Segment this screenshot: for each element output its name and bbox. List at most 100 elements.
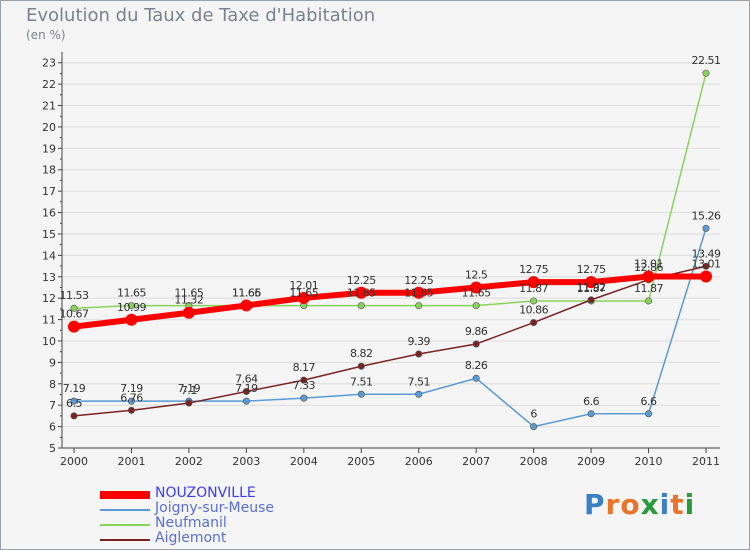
x-tick-label: 2001 (117, 455, 145, 468)
data-point (127, 302, 135, 310)
data-point (702, 224, 710, 232)
x-tick-label: 2002 (175, 455, 203, 468)
data-label: 6 (530, 408, 537, 421)
data-label: 12.25 (404, 274, 433, 287)
y-tick-label: 7 (49, 399, 56, 412)
data-point (527, 276, 540, 289)
data-label: 7.33 (293, 379, 316, 392)
data-label: 9.39 (407, 335, 430, 348)
data-label: 15.26 (692, 209, 721, 222)
data-label: 8.26 (465, 359, 488, 372)
data-label: 7.51 (407, 375, 430, 388)
data-point (642, 270, 655, 283)
data-point (702, 69, 710, 77)
data-label: 8.82 (350, 347, 373, 360)
legend-swatch (100, 524, 150, 526)
y-tick-label: 23 (42, 57, 56, 70)
data-point (472, 302, 480, 310)
data-point (357, 302, 365, 310)
legend-label: NOUZONVILLE (155, 485, 256, 501)
chart-unit: (en %) (26, 28, 66, 42)
data-label: 11.66 (232, 286, 261, 299)
data-label: 6.76 (120, 391, 143, 404)
y-tick-label: 16 (42, 207, 56, 220)
series-line-nouzonville (73, 273, 706, 330)
data-label: 13.01 (634, 258, 663, 271)
y-tick-label: 13 (42, 271, 56, 284)
y-tick-label: 18 (42, 164, 56, 177)
data-label: 12.75 (577, 263, 606, 276)
proxiti-logo: Proxiti (584, 488, 696, 521)
data-label: 7.19 (178, 382, 201, 395)
data-point (530, 297, 538, 305)
data-point (300, 394, 308, 402)
data-point (68, 320, 80, 333)
data-label: 11.87 (577, 282, 606, 295)
data-point (70, 304, 78, 312)
data-point (242, 397, 250, 405)
data-label: 13.49 (692, 247, 721, 260)
legend-swatch (100, 491, 150, 499)
data-label: 6.6 (583, 395, 599, 408)
chart-title: Evolution du Taux de Taxe d'Habitation (26, 5, 376, 26)
y-tick-label: 5 (49, 442, 56, 455)
data-label: 12.5 (465, 268, 488, 281)
legend-label: Neufmanil (155, 515, 227, 531)
data-point (125, 313, 138, 326)
data-point (127, 397, 135, 405)
data-label: 11.53 (60, 289, 89, 302)
data-point (530, 423, 538, 431)
y-tick-label: 6 (49, 421, 56, 434)
data-point (415, 350, 423, 358)
data-point (470, 281, 483, 294)
data-label: 7.19 (235, 382, 258, 395)
data-label: 9.86 (465, 325, 488, 338)
y-tick-label: 17 (42, 185, 56, 198)
plot-area (62, 52, 720, 448)
data-point (415, 390, 423, 398)
data-point (70, 397, 78, 405)
legend-swatch (100, 539, 150, 541)
y-tick-label: 22 (42, 78, 56, 91)
data-label: 11.92 (577, 281, 606, 294)
series-line-aiglemont (73, 265, 707, 417)
x-tick-label: 2003 (232, 455, 260, 468)
x-tick-label: 2000 (60, 455, 88, 468)
data-point (357, 362, 365, 370)
y-tick-label: 11 (42, 314, 56, 327)
data-label: 7.51 (350, 375, 373, 388)
data-point (585, 276, 598, 289)
series-line-joigny-sur-meuse (74, 228, 707, 428)
legend-label: Aiglemont (155, 530, 227, 546)
data-label: 6.6 (641, 395, 657, 408)
data-point (70, 412, 78, 420)
data-point (587, 296, 595, 304)
x-tick-label: 2004 (290, 455, 318, 468)
data-label: 12.86 (634, 261, 663, 274)
y-tick-label: 20 (42, 121, 56, 134)
data-label: 11.65 (289, 287, 318, 300)
data-label: 7.19 (120, 382, 143, 395)
data-label: 8.17 (293, 361, 316, 374)
data-point (355, 286, 368, 299)
x-tick-label: 2007 (462, 455, 490, 468)
data-point (530, 319, 538, 327)
data-label: 11.87 (519, 282, 548, 295)
data-point (415, 302, 423, 310)
series-line-neufmanil (73, 73, 707, 309)
y-tick-label: 10 (42, 335, 56, 348)
data-label: 12.01 (289, 279, 318, 292)
y-tick-label: 14 (42, 249, 56, 262)
data-label: 10.67 (60, 308, 89, 321)
data-label: 7.1 (181, 384, 197, 397)
data-point (185, 399, 193, 407)
data-point (182, 306, 195, 319)
data-point (412, 286, 425, 299)
x-tick-label: 2005 (347, 455, 375, 468)
data-label: 11.65 (462, 287, 491, 300)
data-label: 12.75 (519, 263, 548, 276)
data-point (127, 406, 135, 414)
data-point (242, 387, 250, 395)
data-label: 11.65 (347, 287, 376, 300)
y-tick-label: 12 (42, 292, 56, 305)
